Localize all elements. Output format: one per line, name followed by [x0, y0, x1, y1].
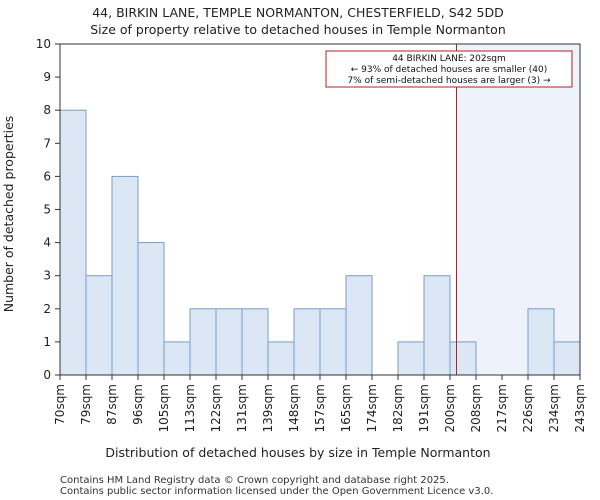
bar-131sqm [241, 308, 269, 376]
y-axis: 0 1 2 3 4 5 6 7 8 9 10 [36, 37, 60, 382]
bar-79sqm [85, 275, 113, 376]
bar-122sqm [215, 308, 243, 376]
x-tick-label-234sqm: 234sqm [547, 384, 561, 432]
plot-frame [59, 43, 581, 376]
y-tick-label-6: 6 [43, 169, 51, 183]
chart-title: 44, BIRKIN LANE, TEMPLE NORMANTON, CHEST… [92, 5, 504, 20]
bar-87sqm [111, 175, 139, 376]
y-tick-label-9: 9 [43, 70, 51, 84]
x-tick-label-96sqm: 96sqm [131, 384, 145, 425]
bars-group [59, 109, 581, 376]
x-tick-label-122sqm: 122sqm [209, 384, 223, 432]
y-tick-label-0: 0 [43, 368, 51, 382]
bar-70sqm [59, 109, 87, 376]
x-tick-label-226sqm: 226sqm [521, 384, 535, 432]
bar-157sqm [319, 308, 347, 376]
x-tick-label-165sqm: 165sqm [339, 384, 353, 432]
x-tick-label-182sqm: 182sqm [391, 384, 405, 432]
annotation-line-3: 7% of semi-detached houses are larger (3… [347, 76, 551, 86]
x-tick-label-191sqm: 191sqm [417, 384, 431, 432]
y-tick-label-7: 7 [43, 136, 51, 150]
bar-148sqm [293, 308, 321, 376]
x-axis-label: Distribution of detached houses by size … [105, 445, 490, 460]
x-tick-label-174sqm: 174sqm [365, 384, 379, 432]
larger-region-highlight [456, 44, 580, 375]
x-tick-label-105sqm: 105sqm [157, 384, 171, 432]
bar-200sqm [449, 341, 477, 376]
x-tick-label-208sqm: 208sqm [469, 384, 483, 432]
bar-96sqm [137, 242, 165, 376]
y-tick-label-2: 2 [43, 302, 51, 316]
x-tick-label-139sqm: 139sqm [261, 384, 275, 432]
x-tick-label-243sqm: 243sqm [573, 384, 587, 432]
chart-subtitle: Size of property relative to detached ho… [90, 22, 506, 37]
x-tick-label-79sqm: 79sqm [79, 384, 93, 425]
annotation-line-2: ← 93% of detached houses are smaller (40… [351, 65, 548, 75]
bar-182sqm [397, 341, 425, 376]
annotation-line-1: 44 BIRKIN LANE: 202sqm [392, 54, 506, 64]
x-tick-label-70sqm: 70sqm [53, 384, 67, 425]
x-tick-label-157sqm: 157sqm [313, 384, 327, 432]
bar-113sqm [189, 308, 217, 376]
x-tick-label-217sqm: 217sqm [495, 384, 509, 432]
bar-139sqm [267, 341, 295, 376]
bar-226sqm [527, 308, 555, 376]
bar-165sqm [345, 275, 373, 376]
x-tick-label-148sqm: 148sqm [287, 384, 301, 432]
footer-line-2: Contains public sector information licen… [60, 486, 493, 497]
x-tick-label-87sqm: 87sqm [105, 384, 119, 425]
bar-105sqm [163, 341, 191, 376]
y-tick-label-10: 10 [36, 37, 51, 51]
y-tick-label-3: 3 [43, 269, 51, 283]
x-axis: 70sqm 79sqm 87sqm 96sqm 105sqm 113sqm 122sqm 13… [53, 375, 587, 432]
property-annotation: 44 BIRKIN LANE: 202sqm ← 93% of detached… [325, 50, 573, 88]
y-tick-label-5: 5 [43, 203, 51, 217]
annotation-box [325, 50, 573, 88]
y-tick-label-1: 1 [43, 335, 51, 349]
y-tick-label-8: 8 [43, 103, 51, 117]
footer-line-1: Contains HM Land Registry data © Crown c… [60, 475, 449, 486]
x-tick-label-200sqm: 200sqm [443, 384, 457, 432]
y-tick-label-4: 4 [43, 236, 51, 250]
bar-191sqm [423, 275, 451, 376]
x-tick-label-113sqm: 113sqm [183, 384, 197, 432]
x-tick-label-131sqm: 131sqm [235, 384, 249, 432]
bar-234sqm [553, 341, 581, 376]
y-axis-label: Number of detached properties [1, 116, 16, 313]
